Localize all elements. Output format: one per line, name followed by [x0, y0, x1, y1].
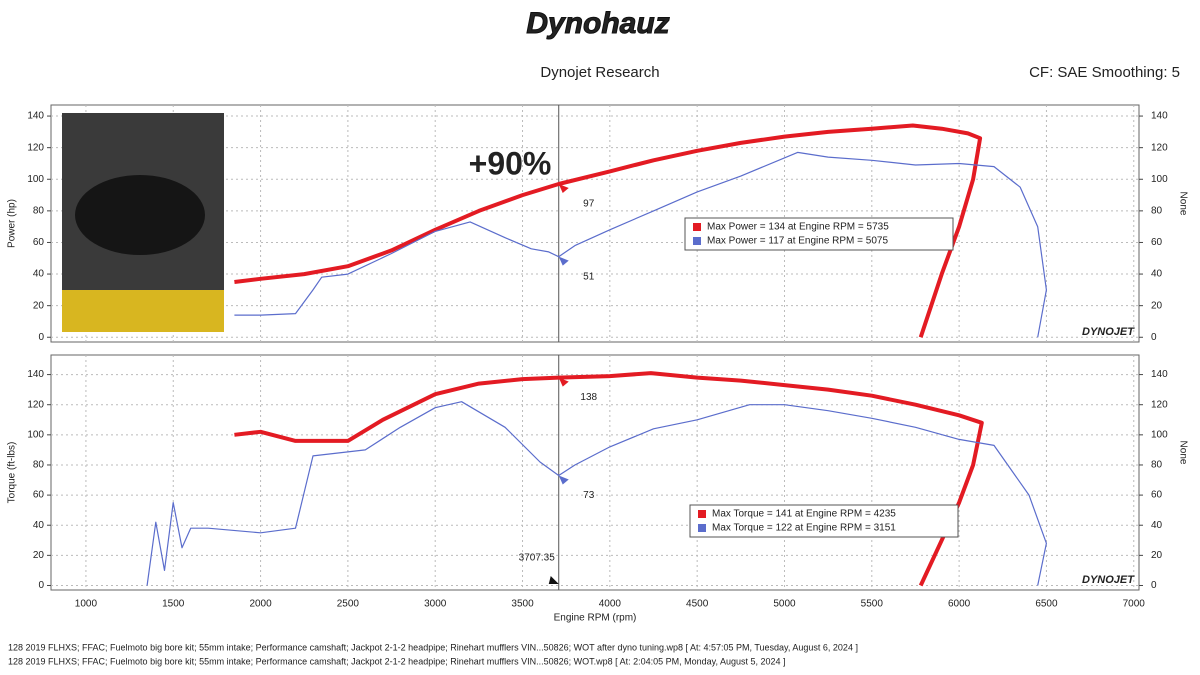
y2-tick-label: 100 [1151, 174, 1168, 185]
y-tick-label: 100 [27, 429, 44, 440]
cursor-arrow [548, 576, 559, 584]
subtitle: Dynojet Research [540, 64, 659, 81]
annotation: +90% [469, 145, 552, 181]
cursor-marker [558, 256, 569, 266]
y-tick-label: 80 [33, 460, 45, 471]
settings: CF: SAE Smoothing: 5 [1029, 64, 1180, 81]
y2-tick-label: 20 [1151, 300, 1163, 311]
y2-tick-label: 60 [1151, 490, 1163, 501]
legend-label: Max Torque = 122 at Engine RPM = 3151 [712, 523, 896, 534]
legend-box [684, 217, 954, 251]
x-tick-label: 4500 [686, 599, 709, 610]
y-tick-label: 120 [27, 399, 44, 410]
legend-label: Max Power = 117 at Engine RPM = 5075 [707, 236, 888, 247]
y-tick-label: 140 [27, 111, 44, 122]
series-line [234, 123, 983, 338]
y-tick-label: 40 [33, 520, 45, 531]
brand: DYNOJET [1082, 574, 1135, 586]
logo: Dynohauz [526, 7, 669, 40]
legend-swatch [693, 237, 701, 245]
y-axis-label: Torque (ft-lbs) [7, 442, 18, 504]
x-tick-label: 6500 [1035, 599, 1058, 610]
photo-bike [75, 175, 205, 255]
x-tick-label: 1000 [75, 599, 98, 610]
cursor-label: 3707.35 [519, 553, 556, 564]
y2-axis-label: None [1177, 192, 1188, 216]
y2-tick-label: 60 [1151, 237, 1163, 248]
x-tick-label: 5000 [773, 599, 796, 610]
y2-tick-label: 120 [1151, 142, 1168, 153]
x-tick-label: 4000 [599, 599, 622, 610]
y2-tick-label: 0 [1151, 332, 1157, 343]
cursor-marker [558, 184, 569, 193]
y-tick-label: 120 [27, 142, 44, 153]
plot-frame [50, 354, 1140, 591]
y-tick-label: 140 [27, 369, 44, 380]
y2-tick-label: 120 [1151, 399, 1168, 410]
x-tick-label: 2500 [337, 599, 360, 610]
x-tick-label: 2000 [249, 599, 272, 610]
y2-tick-label: 140 [1151, 111, 1168, 122]
y2-tick-label: 40 [1151, 520, 1163, 531]
cursor-value: 138 [580, 392, 597, 403]
footer-line: 128 2019 FLHXS; FFAC; Fuelmoto big bore … [8, 642, 858, 652]
x-tick-label: 6000 [948, 599, 971, 610]
y-axis-label: Power (hp) [7, 199, 18, 248]
legend-swatch [693, 223, 701, 231]
legend-label: Max Torque = 141 at Engine RPM = 4235 [712, 509, 896, 520]
y-tick-label: 60 [33, 490, 45, 501]
y-tick-label: 80 [33, 206, 45, 217]
cursor-value: 73 [583, 490, 595, 501]
y2-tick-label: 20 [1151, 550, 1163, 561]
x-axis-label: Engine RPM (rpm) [554, 613, 637, 624]
legend-box [689, 504, 959, 538]
y-tick-label: 100 [27, 174, 44, 185]
y2-tick-label: 80 [1151, 460, 1163, 471]
y2-tick-label: 40 [1151, 269, 1163, 280]
x-tick-label: 5500 [861, 599, 884, 610]
legend-swatch [698, 510, 706, 518]
y-tick-label: 0 [38, 580, 44, 591]
series-line [234, 371, 984, 587]
y2-tick-label: 140 [1151, 369, 1168, 380]
y2-tick-label: 0 [1151, 580, 1157, 591]
x-tick-label: 7000 [1123, 599, 1146, 610]
series-line [234, 151, 1047, 338]
cursor-value: 97 [583, 199, 595, 210]
x-tick-label: 1500 [162, 599, 185, 610]
y-tick-label: 40 [33, 269, 45, 280]
brand: DYNOJET [1082, 326, 1135, 338]
plot-frame [50, 104, 1140, 343]
cursor-value: 51 [583, 271, 595, 282]
y-tick-label: 20 [33, 300, 45, 311]
legend-label: Max Power = 134 at Engine RPM = 5735 [707, 222, 889, 233]
y-tick-label: 20 [33, 550, 45, 561]
cursor-marker [558, 377, 569, 387]
x-tick-label: 3500 [511, 599, 534, 610]
y2-tick-label: 80 [1151, 206, 1163, 217]
footer-line: 128 2019 FLHXS; FFAC; Fuelmoto big bore … [8, 656, 786, 666]
cursor-marker [558, 475, 569, 485]
x-tick-label: 3000 [424, 599, 447, 610]
photo-floor [62, 290, 224, 332]
y2-tick-label: 100 [1151, 429, 1168, 440]
y-tick-label: 0 [38, 332, 44, 343]
legend-swatch [698, 524, 706, 532]
y-tick-label: 60 [33, 237, 45, 248]
series-line [146, 401, 1047, 586]
y2-axis-label: None [1177, 441, 1188, 465]
